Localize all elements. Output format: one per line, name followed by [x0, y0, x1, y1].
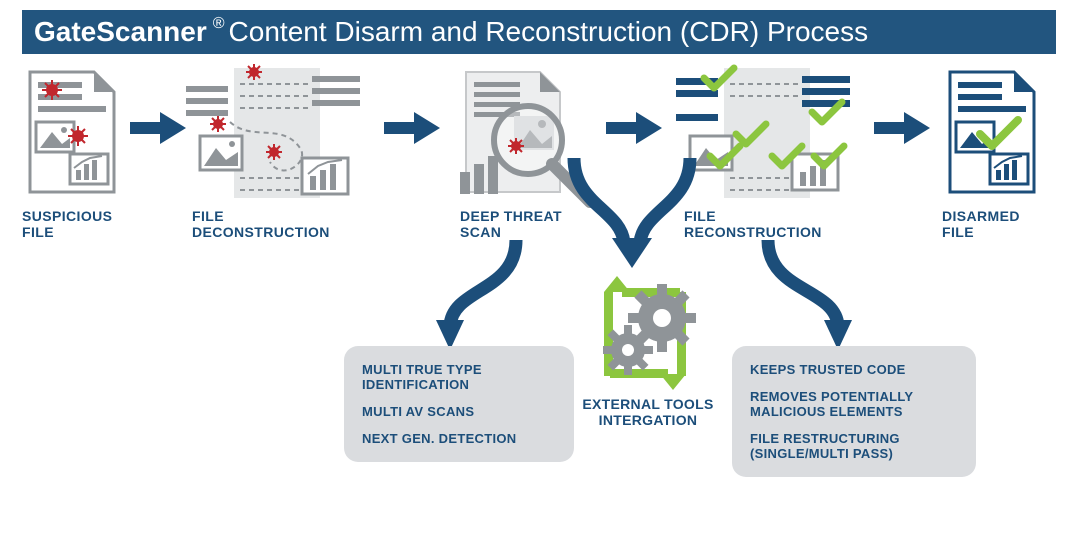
label-line: FILE — [942, 224, 974, 240]
label-line: FILE — [192, 208, 224, 224]
curve-recon-to-box — [744, 240, 874, 360]
detail-line: FILE RESTRUCTURING (SINGLE/MULTI PASS) — [750, 431, 958, 461]
file-deconstruction-icon — [182, 62, 372, 212]
title-brand: GateScanner — [34, 16, 207, 48]
label-line: FILE — [22, 224, 54, 240]
label-line: EXTERNAL TOOLS — [582, 396, 713, 412]
title-reg: ® — [213, 15, 225, 33]
external-tools-icon — [574, 274, 714, 394]
title-bar: GateScanner ® Content Disarm and Reconst… — [22, 10, 1056, 54]
suspicious-file-icon — [22, 68, 122, 198]
disarmed-file-label: DISARMED FILE — [942, 208, 1020, 240]
label-line: INTERGATION — [599, 412, 698, 428]
label-line: DISARMED — [942, 208, 1020, 224]
detail-line: MULTI TRUE TYPE IDENTIFICATION — [362, 362, 556, 392]
h-arrow-2 — [384, 112, 440, 144]
diagram-canvas: SUSPICIOUS FILE — [22, 68, 1056, 528]
disarmed-file-icon — [942, 68, 1042, 198]
deep-scan-details-box: MULTI TRUE TYPE IDENTIFICATION MULTI AV … — [344, 346, 574, 462]
reconstruction-details-box: KEEPS TRUSTED CODE REMOVES POTENTIALLY M… — [732, 346, 976, 477]
label-line: SUSPICIOUS — [22, 208, 112, 224]
h-arrow-4 — [874, 112, 930, 144]
h-arrow-3 — [606, 112, 662, 144]
h-arrow-1 — [130, 112, 186, 144]
title-rest: Content Disarm and Reconstruction (CDR) … — [229, 16, 869, 48]
label-line: DEEP THREAT — [460, 208, 562, 224]
converge-arrows — [562, 158, 702, 278]
detail-line: REMOVES POTENTIALLY MALICIOUS ELEMENTS — [750, 389, 958, 419]
label-line: RECONSTRUCTION — [684, 224, 822, 240]
external-tools-label: EXTERNAL TOOLS INTERGATION — [578, 396, 718, 428]
file-reconstruction-label: FILE RECONSTRUCTION — [684, 208, 822, 240]
label-line: SCAN — [460, 224, 501, 240]
detail-line: KEEPS TRUSTED CODE — [750, 362, 958, 377]
curve-deep-to-box — [416, 240, 536, 360]
suspicious-file-label: SUSPICIOUS FILE — [22, 208, 112, 240]
detail-line: NEXT GEN. DETECTION — [362, 431, 556, 446]
label-line: DECONSTRUCTION — [192, 224, 330, 240]
detail-line: MULTI AV SCANS — [362, 404, 556, 419]
deep-threat-scan-label: DEEP THREAT SCAN — [460, 208, 562, 240]
file-deconstruction-label: FILE DECONSTRUCTION — [192, 208, 330, 240]
